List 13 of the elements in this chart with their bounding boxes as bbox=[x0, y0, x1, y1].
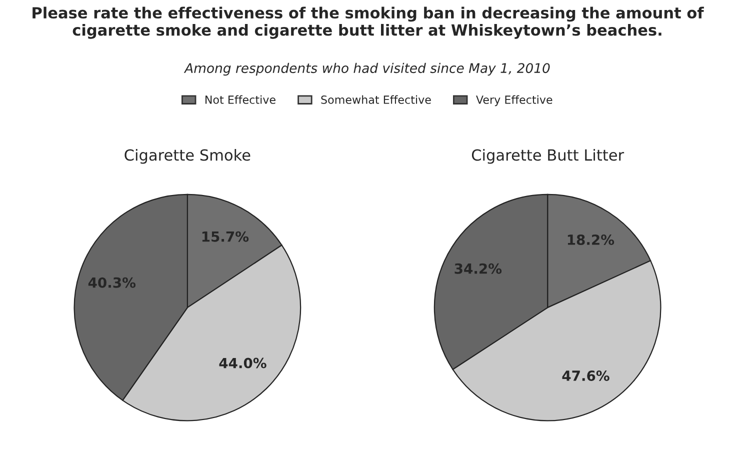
text: Please rate the effectiveness of the smoking ban in decreasing the amount of cigarette smoke and cigarette butt litter at Whiskeytown’s beaches. bbox=[32, 6, 704, 39]
legend-label: Not Effective bbox=[205, 95, 276, 104]
chart-title: Cigarette Butt Litter bbox=[472, 148, 624, 164]
data-label: 47.6% bbox=[562, 370, 610, 381]
data-label: 44.0% bbox=[219, 358, 266, 368]
data-label: 40.3% bbox=[88, 277, 136, 288]
data-label: 15.7% bbox=[202, 231, 249, 242]
legend-label: Very Effective bbox=[476, 95, 552, 106]
legend-label: Somewhat Effective bbox=[321, 95, 431, 104]
data-label: 34.2% bbox=[454, 263, 502, 274]
text: Among respondents who had visited since May 1, 2010 bbox=[184, 62, 550, 76]
data-label: 18.2% bbox=[568, 234, 614, 245]
text: Cigarette Smoke bbox=[124, 148, 250, 164]
